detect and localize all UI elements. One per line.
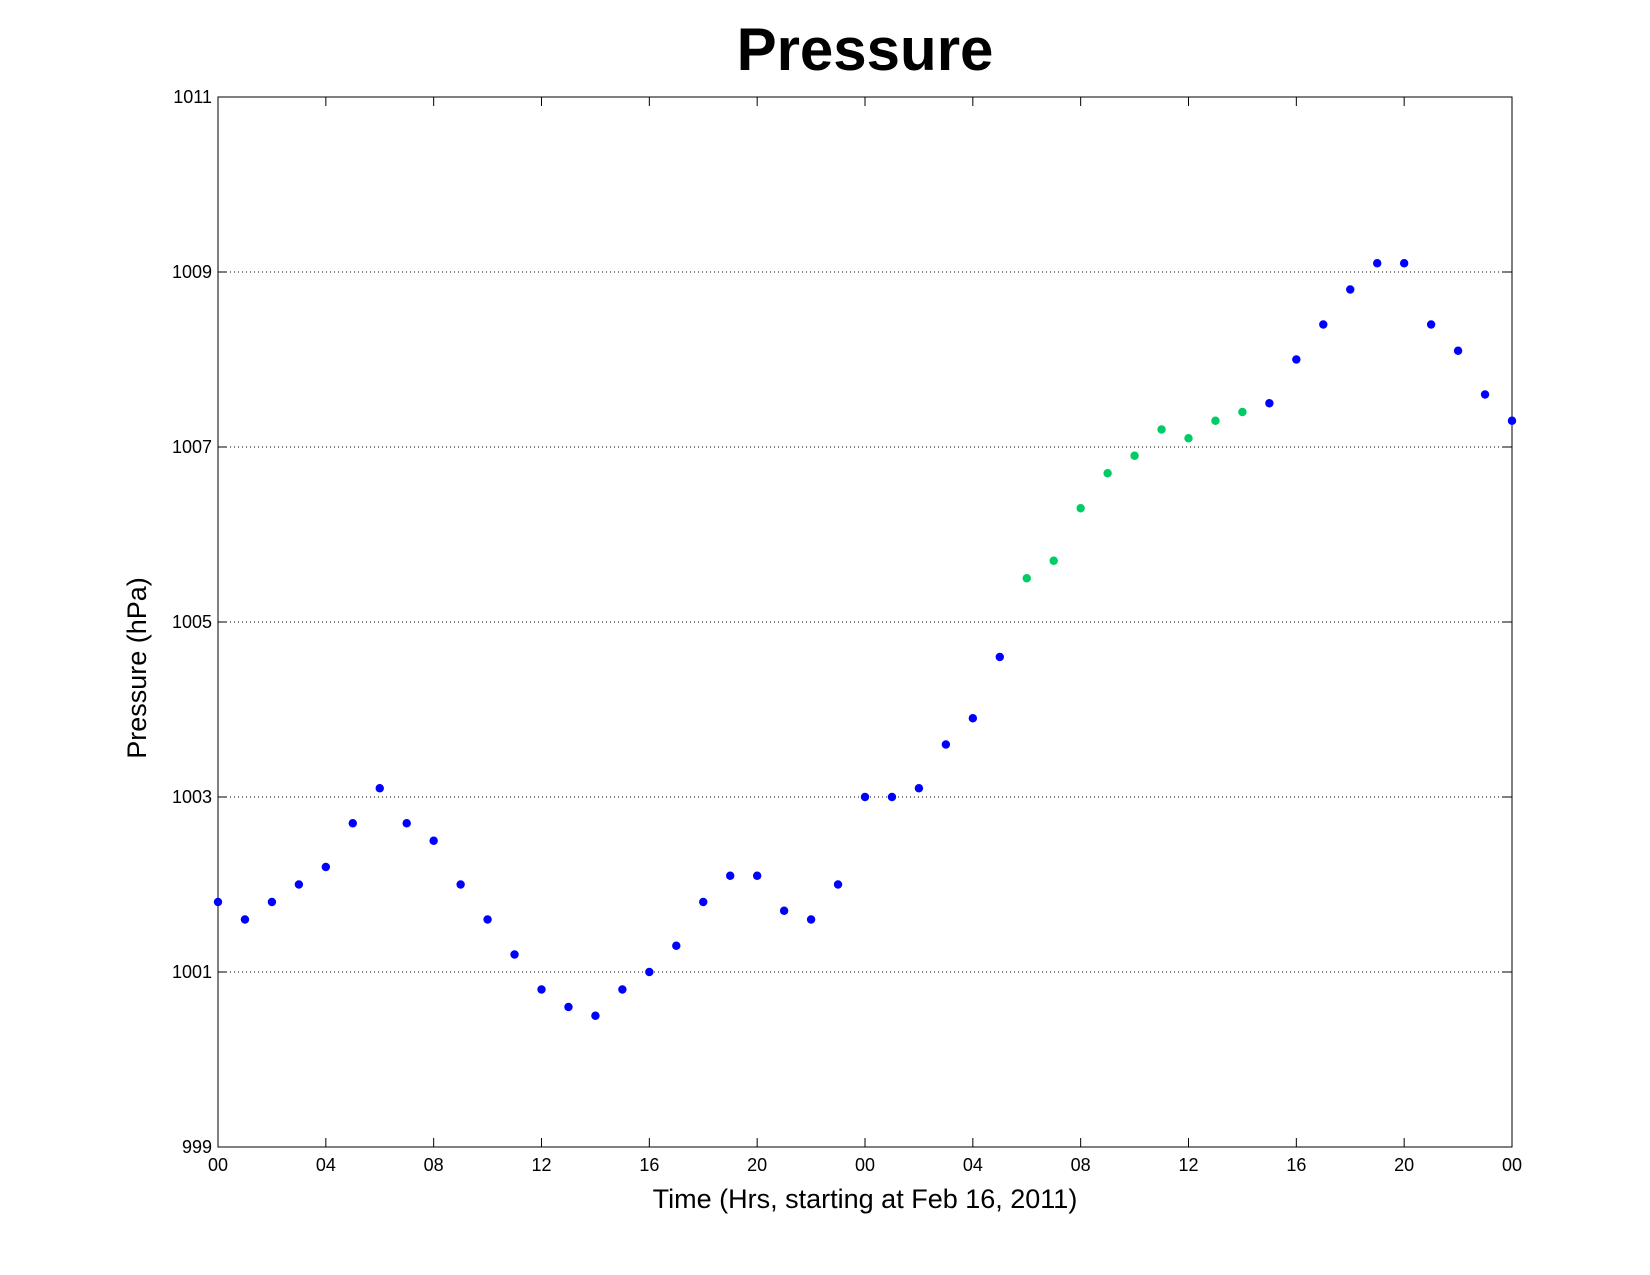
x-tick-label: 16: [1286, 1155, 1306, 1175]
data-point: [483, 915, 492, 924]
data-point: [1292, 355, 1301, 364]
x-axis-label: Time (Hrs, starting at Feb 16, 2011): [653, 1184, 1078, 1214]
x-tick-label: 12: [1178, 1155, 1198, 1175]
data-point: [1130, 451, 1139, 460]
x-tick-label: 04: [963, 1155, 983, 1175]
x-tick-label: 16: [639, 1155, 659, 1175]
y-tick-label: 1011: [173, 87, 212, 107]
data-point: [1480, 390, 1490, 399]
data-point: [294, 880, 304, 889]
x-tick-label: 08: [1071, 1155, 1091, 1175]
data-point: [752, 871, 762, 880]
y-tick-label: 1007: [172, 437, 212, 457]
data-point: [1157, 425, 1166, 434]
x-tick-label: 00: [1502, 1155, 1522, 1175]
data-point: [348, 819, 357, 828]
data-point: [779, 906, 789, 915]
data-point: [726, 871, 735, 880]
y-axis-label: Pressure (hPa): [122, 577, 152, 759]
x-tick-label: 20: [1394, 1155, 1414, 1175]
data-point: [941, 740, 951, 749]
y-tick-label: 1005: [172, 612, 212, 632]
y-tick-labels: 999 1001 1003 1005 1007 1009 1011: [172, 87, 212, 1157]
data-point: [806, 915, 816, 924]
y-tick-label: 1001: [172, 962, 212, 982]
data-point: [618, 985, 627, 994]
data-point: [833, 880, 843, 889]
data-point: [1453, 346, 1463, 355]
data-point: [968, 714, 978, 723]
data-point: [699, 897, 708, 907]
data-point: [375, 784, 384, 793]
x-tick-label: 00: [855, 1155, 875, 1175]
data-point: [321, 862, 331, 872]
y-tick-label: 999: [182, 1137, 212, 1157]
data-point: [1184, 434, 1193, 443]
grid-lines: [218, 271, 1512, 973]
data-point: [672, 941, 681, 950]
data-point: [402, 819, 411, 828]
data-point: [1211, 416, 1220, 425]
data-point: [1319, 320, 1328, 329]
data-point: [887, 792, 897, 802]
data-point: [429, 836, 438, 845]
data-point: [1346, 285, 1355, 294]
data-point: [1373, 259, 1382, 268]
data-point: [860, 792, 870, 802]
data-point: [645, 967, 654, 977]
data-point: [1238, 407, 1247, 417]
x-tick-label: 08: [424, 1155, 444, 1175]
data-point: [456, 880, 465, 889]
x-tick-labels: 00 04 08 12 16 20 00 04 08 12 16 20 00: [208, 1155, 1522, 1175]
data-point: [1399, 259, 1409, 268]
y-tick-label: 1009: [172, 262, 212, 282]
data-point: [1049, 556, 1058, 565]
data-point: [1426, 320, 1436, 329]
data-point: [995, 652, 1004, 662]
data-point: [1507, 416, 1517, 425]
data-points: [213, 259, 1517, 1020]
x-tick-label: 12: [531, 1155, 551, 1175]
x-tick-label: 20: [747, 1155, 767, 1175]
data-point: [510, 950, 519, 959]
data-point: [1022, 574, 1031, 583]
data-point: [591, 1011, 600, 1020]
data-point: [537, 985, 546, 994]
data-point: [240, 915, 250, 924]
y-tick-label: 1003: [172, 787, 212, 807]
data-point: [1076, 504, 1085, 513]
chart-title: Pressure: [737, 16, 994, 83]
x-tick-label: 00: [208, 1155, 228, 1175]
data-point: [213, 897, 223, 907]
plot-frame: [217, 96, 1513, 1148]
data-point: [914, 784, 924, 793]
axis-ticks: [217, 96, 1513, 1148]
data-point: [564, 1002, 573, 1012]
x-tick-label: 04: [316, 1155, 336, 1175]
data-point: [1265, 399, 1274, 408]
data-point: [1103, 469, 1112, 478]
data-point: [267, 897, 277, 907]
